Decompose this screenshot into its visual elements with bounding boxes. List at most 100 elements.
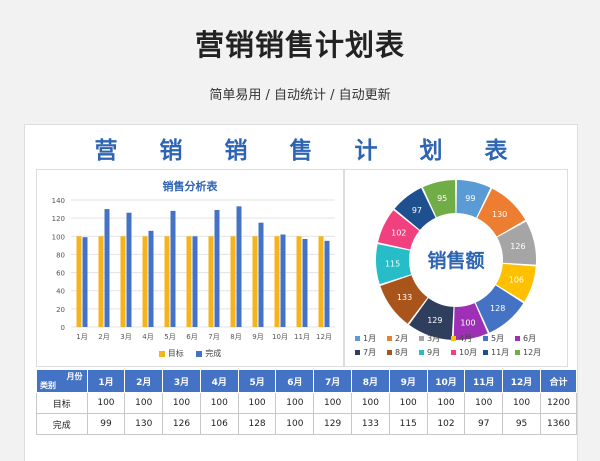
legend-target: 目标	[158, 348, 184, 359]
spreadsheet-sheet: 营销销售计划表 销售分析表 0 20 40 60 80 100 120 140 1月 2月 3月 4月…	[24, 124, 578, 461]
table-cell[interactable]: 100	[464, 392, 504, 414]
legend-item: 10月	[451, 347, 483, 358]
table-row-actual: 完成 99 130 126 106 128 100 129 133 115 10…	[36, 413, 578, 435]
target-bar	[120, 236, 126, 327]
corner-cell: 月份 类别	[36, 369, 88, 393]
month-header: 1月	[86, 369, 126, 393]
actual-bar	[214, 209, 220, 327]
month-header: 4月	[199, 369, 239, 393]
month-header: 7月	[313, 369, 353, 393]
x-tick-label: 1月	[76, 333, 87, 341]
row-label: 完成	[36, 413, 88, 435]
table-cell[interactable]: 102	[426, 413, 466, 435]
total-header: 合计	[539, 369, 578, 393]
x-tick-label: 8月	[230, 333, 241, 341]
month-header: 8月	[351, 369, 390, 393]
table-cell[interactable]: 129	[313, 413, 353, 435]
table-cell[interactable]: 115	[388, 413, 428, 435]
legend-item: 6月	[515, 333, 547, 344]
actual-bar	[148, 230, 154, 327]
table-cell[interactable]: 95	[502, 413, 541, 435]
donut-slice	[475, 285, 524, 333]
table-cell[interactable]: 100	[237, 392, 277, 414]
slice-value-label: 95	[437, 194, 447, 203]
table-cell[interactable]: 100	[351, 392, 390, 414]
x-tick-label: 7月	[208, 333, 219, 341]
table-cell[interactable]: 100	[86, 392, 126, 414]
table-cell[interactable]: 100	[275, 413, 315, 435]
slice-value-label: 106	[509, 276, 524, 285]
month-header: 3月	[162, 369, 201, 393]
x-tick-label: 2月	[98, 333, 109, 341]
donut-chart: 99 130 126 106 128 100 129 133 115 102 97 95 销售额	[376, 180, 536, 340]
target-bar	[318, 236, 324, 327]
y-tick-label: 140	[52, 197, 65, 205]
table-cell[interactable]: 100	[313, 392, 353, 414]
y-tick-label: 40	[56, 288, 65, 296]
legend-actual: 完成	[196, 348, 221, 359]
table-cell[interactable]: 100	[426, 392, 466, 414]
donut-slice	[376, 244, 412, 285]
month-header: 11月	[464, 369, 504, 393]
table-row-target: 目标 100 100 100 100 100 100 100 100 100 1…	[36, 392, 578, 414]
table-cell[interactable]: 100	[502, 392, 541, 414]
table-cell[interactable]: 97	[464, 413, 504, 435]
table-cell[interactable]: 106	[199, 413, 239, 435]
table-cell[interactable]: 133	[351, 413, 390, 435]
donut-chart-panel[interactable]: 99 130 126 106 128 100 129 133 115 102 97 95 销售额 1月 2…	[344, 169, 568, 367]
slice-value-label: 99	[465, 194, 475, 203]
bar-chart-panel[interactable]: 销售分析表 0 20 40 60 80 100 120 140 1月 2月 3月 4月 5月 6月 7月 8月…	[36, 169, 344, 367]
actual-bar	[280, 234, 286, 327]
x-tick-label: 12月	[316, 333, 332, 341]
table-cell[interactable]: 128	[237, 413, 277, 435]
bar-chart-legend: 目标 完成	[37, 348, 343, 359]
x-tick-label: 10月	[272, 333, 288, 341]
table-cell[interactable]: 126	[162, 413, 201, 435]
actual-bar	[258, 222, 264, 327]
plan-table: 月份 类别 1月 2月 3月 4月 5月 6月 7月 8月 9月 10月 11月…	[36, 369, 578, 435]
legend-label: 7月	[363, 348, 377, 357]
legend-row: 7月 8月 9月 10月 11月 12月	[355, 347, 565, 361]
month-header: 2月	[124, 369, 164, 393]
legend-label: 9月	[427, 348, 441, 357]
bar-chart: 0 20 40 60 80 100 120 140 1月 2月 3月 4月 5月 6月 7月 8月 9月 10月 1…	[52, 197, 335, 341]
month-header: 6月	[275, 369, 315, 393]
actual-bar	[82, 237, 88, 327]
table-cell[interactable]: 99	[86, 413, 126, 435]
slice-value-label: 100	[460, 318, 475, 327]
target-bar	[76, 236, 82, 327]
page-subtitle: 简单易用 / 自动统计 / 自动更新	[209, 88, 391, 103]
legend-item: 11月	[483, 347, 515, 358]
sheet-title: 营销销售计划表	[94, 138, 550, 164]
legend-swatch	[387, 336, 392, 341]
actual-bar	[104, 209, 110, 327]
x-tick-label: 5月	[164, 333, 175, 341]
legend-label: 1月	[363, 334, 377, 343]
table-cell[interactable]: 100	[275, 392, 315, 414]
legend-swatch	[483, 350, 488, 355]
table-cell[interactable]: 100	[124, 392, 164, 414]
slice-value-label: 115	[385, 259, 400, 268]
donut-legend: 1月 2月 3月 4月 5月 6月 7月 8月 9月 10月 11月 12月	[355, 333, 565, 361]
donut-slice	[497, 221, 536, 265]
target-bar	[274, 236, 280, 327]
total-cell: 1360	[539, 413, 578, 435]
table-cell[interactable]: 100	[162, 392, 201, 414]
y-tick-label: 0	[61, 324, 65, 332]
table-cell[interactable]: 100	[199, 392, 239, 414]
x-tick-label: 9月	[252, 333, 263, 341]
legend-label: 6月	[523, 334, 537, 343]
table-cell[interactable]: 100	[388, 392, 428, 414]
target-bar	[208, 236, 214, 327]
table-cell[interactable]: 130	[124, 413, 164, 435]
target-bar	[230, 236, 236, 327]
donut-slice	[422, 180, 456, 218]
y-tick-label: 60	[56, 270, 65, 278]
target-bar	[142, 236, 148, 327]
legend-item: 3月	[419, 333, 451, 344]
donut-center-label: 销售额	[427, 249, 484, 272]
slice-value-label: 129	[427, 316, 442, 325]
legend-item: 2月	[387, 333, 419, 344]
corner-category-label: 类别	[40, 381, 56, 390]
legend-swatch	[451, 350, 456, 355]
